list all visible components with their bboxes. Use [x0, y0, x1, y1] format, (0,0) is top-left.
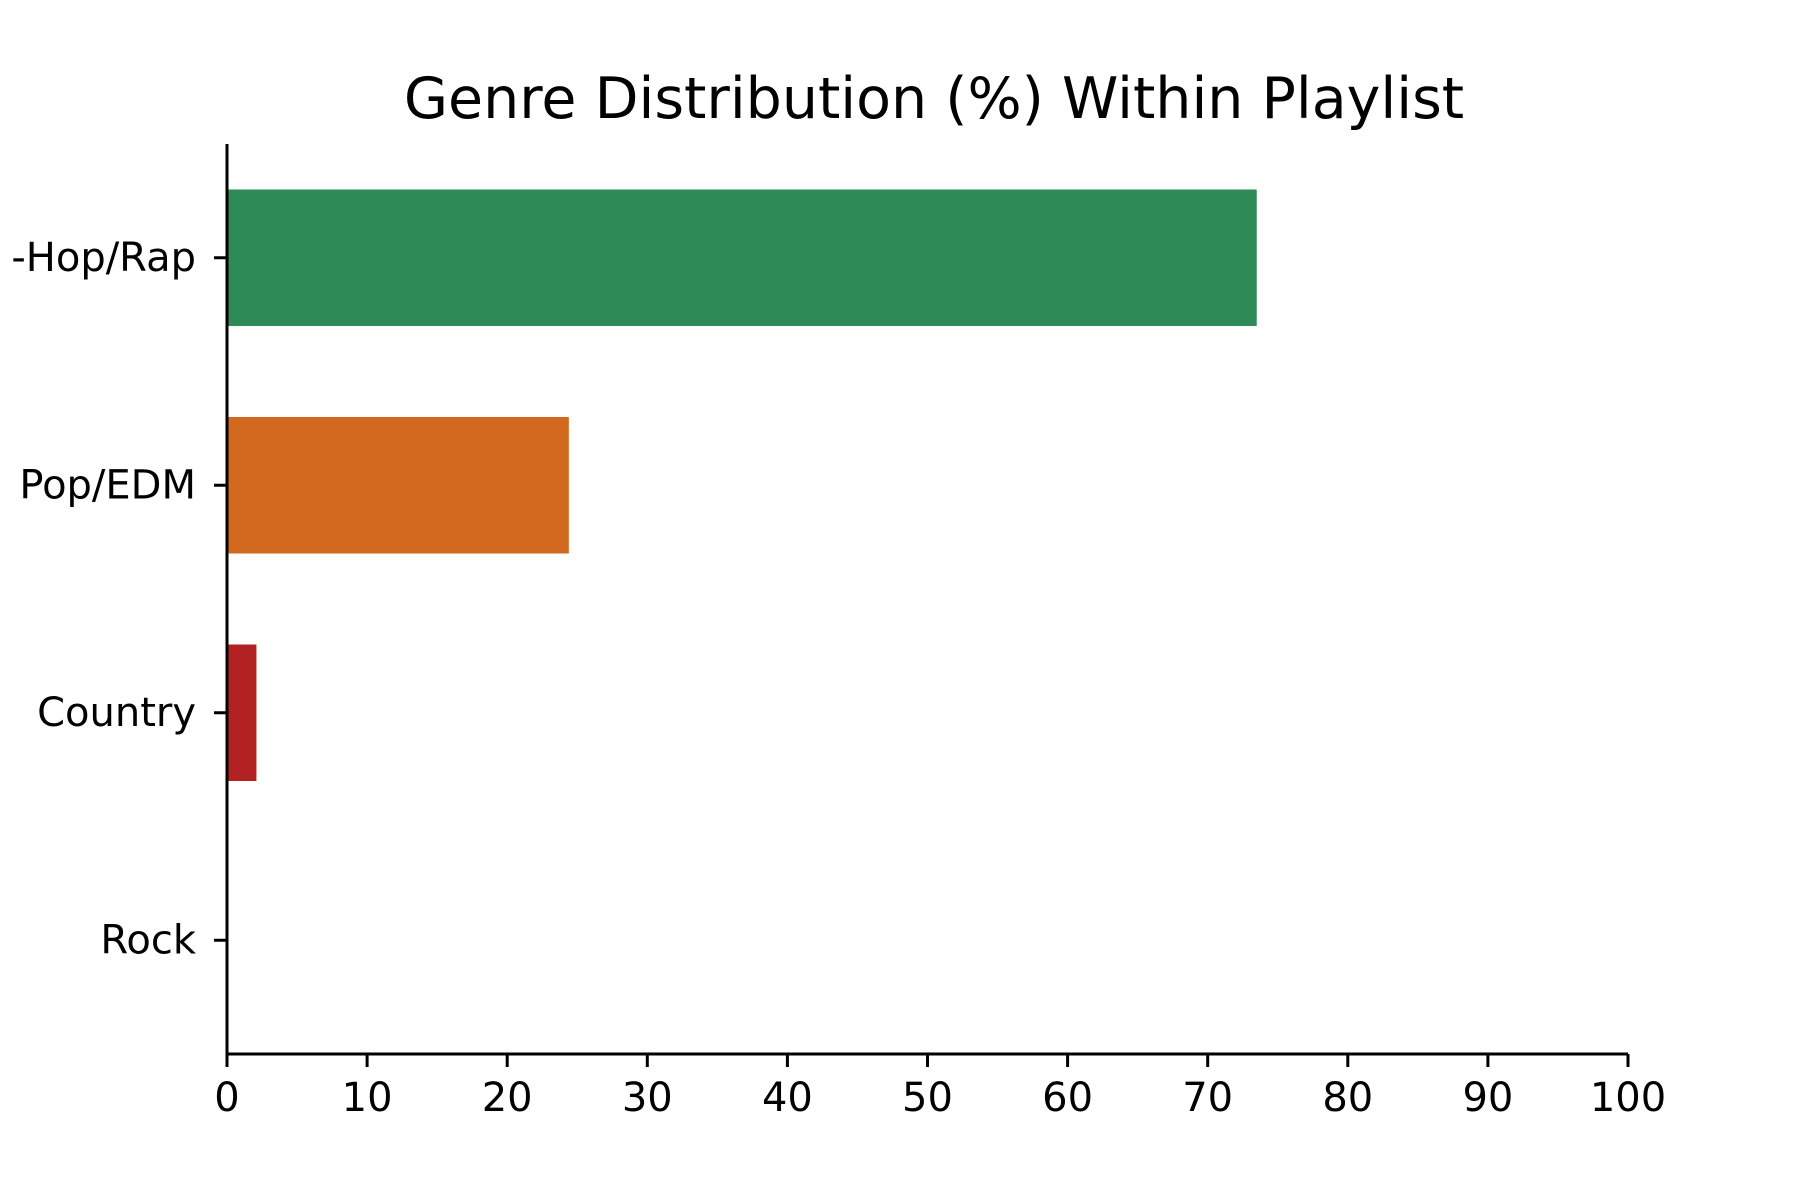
x-tick-label: 90 [1462, 1075, 1513, 1121]
x-tick-label: 80 [1322, 1075, 1373, 1121]
y-tick-label: Country [37, 690, 196, 736]
x-tick-label: 70 [1182, 1075, 1233, 1121]
x-tick-label: 100 [1590, 1075, 1666, 1121]
bars-layer [227, 189, 1257, 781]
x-tick-label: 50 [902, 1075, 953, 1121]
x-tick-label: 30 [622, 1075, 673, 1121]
x-tick-label: 10 [342, 1075, 393, 1121]
x-axis-ticks: 0 10 20 30 40 50 60 70 80 90 100 [214, 1054, 1666, 1121]
bar-2 [227, 644, 257, 781]
y-tick-label: Pop/EDM [19, 462, 196, 508]
y-tick-label: -Hop/Rap [11, 235, 196, 281]
bar-0 [227, 189, 1257, 326]
y-axis-ticks: -Hop/Rap Pop/EDM Country Rock [11, 235, 227, 963]
x-tick-label: 40 [762, 1075, 813, 1121]
chart-title: Genre Distribution (%) Within Playlist [404, 66, 1464, 132]
y-tick-label: Rock [100, 917, 196, 963]
bar-1 [227, 417, 569, 554]
x-tick-label: 60 [1042, 1075, 1093, 1121]
x-tick-label: 20 [482, 1075, 533, 1121]
x-tick-label: 0 [214, 1075, 239, 1121]
